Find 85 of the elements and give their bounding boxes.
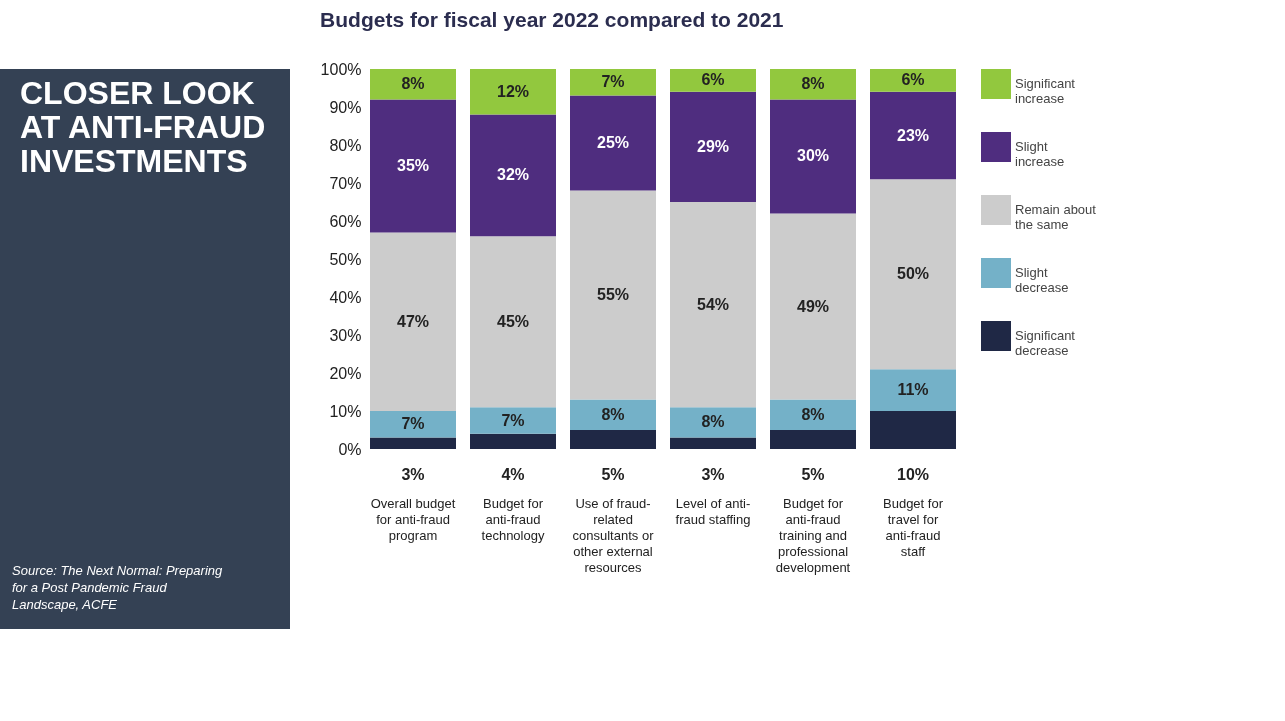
data-label: 6% xyxy=(901,71,925,89)
data-label: 50% xyxy=(896,265,930,283)
bar xyxy=(570,430,656,449)
bar xyxy=(470,69,556,115)
data-label: 55% xyxy=(596,286,630,304)
bar xyxy=(370,99,456,233)
x-tick-label: Budget for travel for anti-fraud staff xyxy=(883,495,944,559)
bar xyxy=(770,99,856,214)
data-label: 23% xyxy=(896,126,930,144)
bar xyxy=(470,433,556,449)
x-tick-label: Use of fraud-related consultants or other external resources xyxy=(572,495,655,575)
x-tick-label: Overall budget for anti-fraud program xyxy=(370,495,456,543)
bar xyxy=(370,411,456,438)
bar xyxy=(670,69,756,92)
data-label: 49% xyxy=(796,297,830,315)
data-label: 54% xyxy=(696,295,730,313)
legend-label: Significant decrease xyxy=(1015,328,1076,358)
data-label: 8% xyxy=(701,413,725,431)
data-label: 3% xyxy=(701,466,725,483)
bar xyxy=(670,91,756,202)
source-note: Source: The Next Normal: Preparing for a Post Pandemic Fraud Landscape, ACFE xyxy=(12,563,224,612)
text: CLOSER LOOK AT ANTI-FRAUD INVESTMENTS xyxy=(20,75,266,179)
data-label: 25% xyxy=(596,134,630,152)
data-label: 5% xyxy=(601,466,625,483)
bar xyxy=(770,213,856,400)
data-label: 7% xyxy=(401,415,425,433)
bar xyxy=(470,407,556,434)
data-label: 10% xyxy=(896,466,930,483)
bar xyxy=(670,202,756,408)
bar xyxy=(370,69,456,100)
data-label: 6% xyxy=(701,71,725,89)
data-label: 4% xyxy=(501,466,525,483)
legend-label: Slight increase xyxy=(1015,139,1065,169)
x-tick-label: Budget for anti-fraud training and professional development xyxy=(775,495,851,575)
bar xyxy=(870,69,956,92)
bar xyxy=(570,69,656,96)
x-tick-label: Level of anti-fraud staffing xyxy=(675,495,751,527)
bar xyxy=(870,411,956,449)
data-label: 7% xyxy=(601,73,625,91)
y-tick-label: 40% xyxy=(329,288,362,306)
data-label: 8% xyxy=(401,75,425,93)
data-label: 35% xyxy=(396,156,430,174)
bar xyxy=(570,95,656,191)
legend-label: Remain about the same xyxy=(1015,202,1097,232)
data-label: 30% xyxy=(796,147,830,165)
y-tick-label: 20% xyxy=(329,364,362,382)
y-tick-label: 90% xyxy=(329,98,362,116)
data-label: 47% xyxy=(396,312,430,330)
bar xyxy=(870,179,956,370)
bar xyxy=(670,437,756,449)
data-label: 8% xyxy=(601,405,625,423)
data-label: 12% xyxy=(496,82,530,100)
bar xyxy=(670,407,756,438)
data-label: 7% xyxy=(501,411,525,429)
data-label: 8% xyxy=(801,75,825,93)
bar xyxy=(370,437,456,449)
data-label: 32% xyxy=(496,166,530,184)
bar xyxy=(870,91,956,180)
bar xyxy=(570,190,656,400)
data-label: 45% xyxy=(496,312,530,330)
y-tick-label: 70% xyxy=(329,174,362,192)
bar xyxy=(770,430,856,449)
data-label: 8% xyxy=(801,405,825,423)
chart-subtitle: Budgets for fiscal year 2022 compared to 2021 xyxy=(320,8,784,31)
x-tick-label: Budget for anti-fraud technology xyxy=(481,495,545,543)
data-label: 3% xyxy=(401,466,425,483)
data-label: 29% xyxy=(696,137,730,155)
data-label: 5% xyxy=(801,466,825,483)
bar xyxy=(570,399,656,430)
bar xyxy=(470,236,556,408)
y-tick-label: 0% xyxy=(338,440,362,458)
y-tick-label: 100% xyxy=(320,60,362,78)
data-label: 11% xyxy=(897,381,929,399)
y-tick-label: 10% xyxy=(329,402,362,420)
bar xyxy=(470,114,556,237)
y-tick-label: 80% xyxy=(329,136,362,154)
bar xyxy=(870,369,956,411)
legend-label: Slight decrease xyxy=(1015,265,1069,295)
legend-label: Significant increase xyxy=(1015,76,1076,106)
y-tick-label: 50% xyxy=(329,250,362,268)
bar xyxy=(770,399,856,430)
y-tick-label: 60% xyxy=(329,212,362,230)
y-tick-label: 30% xyxy=(329,326,362,344)
bar xyxy=(370,232,456,411)
bar xyxy=(770,69,856,100)
